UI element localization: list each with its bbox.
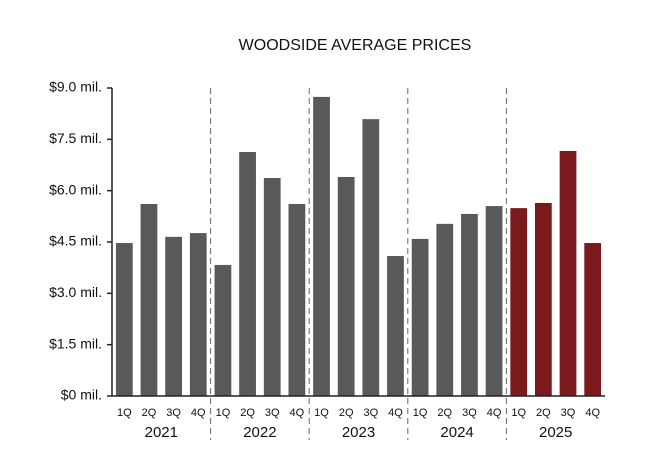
y-tick-label: $0 mil. xyxy=(61,387,102,403)
x-tick-label: 3Q xyxy=(561,407,576,419)
x-tick-label: 3Q xyxy=(462,407,477,419)
x-tick-label: 4Q xyxy=(585,407,600,419)
y-tick-label: $9.0 mil. xyxy=(49,79,102,95)
y-tick-label: $1.5 mil. xyxy=(49,335,102,351)
x-tick-label: 4Q xyxy=(290,407,305,419)
group-label: 2024 xyxy=(440,424,473,441)
bar xyxy=(337,176,355,396)
bar xyxy=(485,206,503,396)
x-tick-label: 3Q xyxy=(166,407,181,419)
y-tick-label: $7.5 mil. xyxy=(49,130,102,146)
y-tick-label: $6.0 mil. xyxy=(49,181,102,197)
group-label: 2021 xyxy=(145,424,178,441)
y-tick-label: $4.5 mil. xyxy=(49,233,102,249)
x-tick-label: 4Q xyxy=(388,407,403,419)
bar xyxy=(263,178,281,396)
bar xyxy=(115,243,133,396)
bar xyxy=(313,96,330,397)
bar xyxy=(140,204,158,396)
chart-title: WOODSIDE AVERAGE PRICES xyxy=(239,37,472,54)
x-tick-label: 1Q xyxy=(314,407,329,419)
bar xyxy=(362,119,380,397)
x-tick-label: 1Q xyxy=(511,407,526,419)
x-tick-label: 1Q xyxy=(413,407,428,419)
bar xyxy=(510,208,528,396)
bar xyxy=(214,264,232,396)
x-tick-label: 2Q xyxy=(339,407,354,419)
x-tick-label: 2Q xyxy=(142,407,157,419)
bar xyxy=(239,151,256,396)
x-tick-label: 3Q xyxy=(265,407,280,419)
group-label: 2022 xyxy=(243,424,276,441)
bar xyxy=(411,238,429,396)
x-tick-label: 2Q xyxy=(240,407,255,419)
bar xyxy=(288,204,306,396)
bar xyxy=(461,213,478,396)
x-tick-label: 3Q xyxy=(363,407,378,419)
x-tick-label: 2Q xyxy=(437,407,452,419)
x-tick-label: 1Q xyxy=(117,407,132,419)
bar xyxy=(534,202,552,396)
x-tick-label: 4Q xyxy=(487,407,502,419)
group-label: 2025 xyxy=(539,424,572,441)
group-label: 2023 xyxy=(342,424,375,441)
bar xyxy=(387,256,404,396)
y-tick-label: $3.0 mil. xyxy=(49,284,102,300)
x-tick-label: 1Q xyxy=(216,407,231,419)
bar xyxy=(584,243,602,396)
bar xyxy=(559,150,577,396)
x-tick-label: 4Q xyxy=(191,407,206,419)
bar xyxy=(165,236,183,396)
x-tick-label: 2Q xyxy=(536,407,551,419)
bar xyxy=(436,223,454,396)
bar xyxy=(189,233,207,396)
